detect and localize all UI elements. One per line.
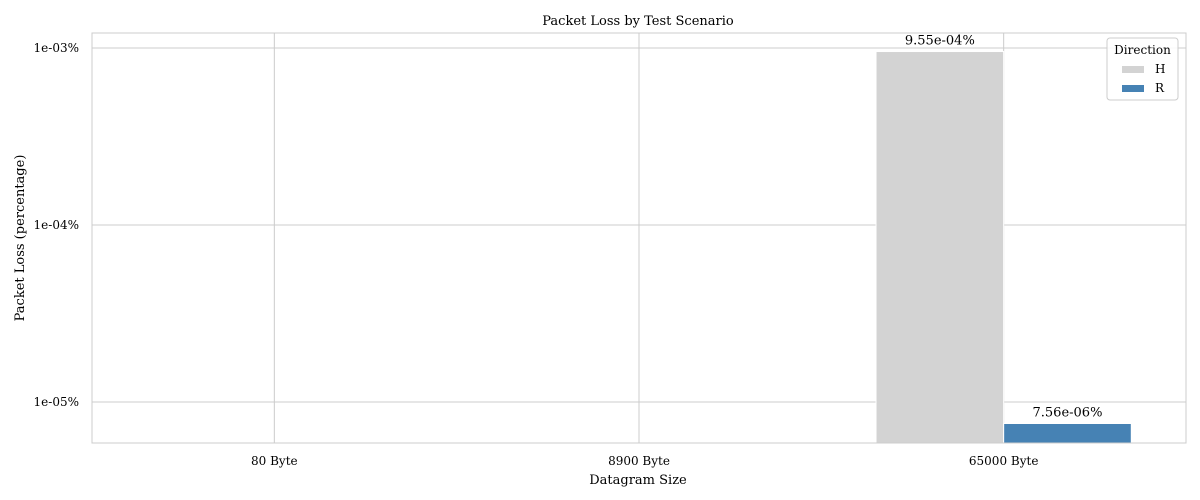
legend-label-r: R <box>1155 81 1165 95</box>
y-tick-label: 1e-03% <box>34 41 79 55</box>
data-label-h-2: 9.55e-04% <box>905 34 975 49</box>
legend-swatch-h <box>1122 66 1144 73</box>
legend-swatch-r <box>1122 85 1144 92</box>
x-tick-label: 8900 Byte <box>608 454 670 468</box>
data-label-r-2: 7.56e-06% <box>1033 406 1103 421</box>
x-tick-labels: 80 Byte 8900 Byte 65000 Byte <box>251 454 1038 468</box>
legend-label-h: H <box>1155 62 1165 76</box>
legend: Direction H R <box>1106 37 1179 101</box>
y-axis-label: Packet Loss (percentage) <box>13 155 28 322</box>
bars <box>875 51 1132 444</box>
y-tick-labels: 1e-05% 1e-04% 1e-03% <box>34 41 79 409</box>
x-axis-label: Datagram Size <box>589 473 687 488</box>
bar-h-2 <box>875 51 1005 444</box>
plot-frame <box>91 32 1187 444</box>
x-tick-label: 65000 Byte <box>969 454 1039 468</box>
grid-lines <box>92 33 1186 443</box>
bar-r-2 <box>1003 423 1132 444</box>
x-tick-label: 80 Byte <box>251 454 298 468</box>
data-labels: 9.55e-04% 7.56e-06% <box>905 34 1103 421</box>
y-tick-label: 1e-04% <box>34 218 79 232</box>
legend-title: Direction <box>1114 43 1171 57</box>
y-tick-label: 1e-05% <box>34 395 79 409</box>
chart-title: Packet Loss by Test Scenario <box>542 14 734 29</box>
